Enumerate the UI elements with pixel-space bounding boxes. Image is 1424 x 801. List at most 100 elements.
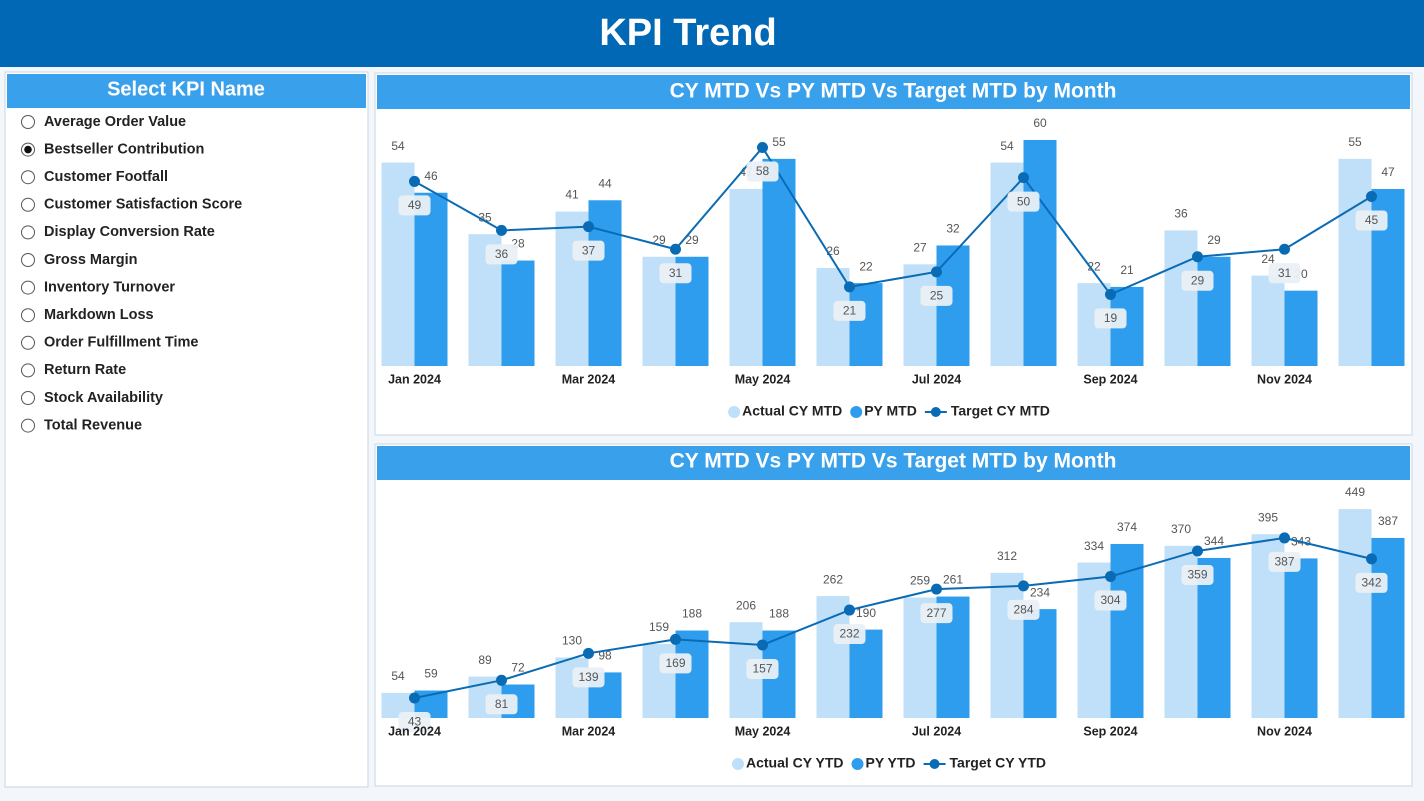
line-point [1366,191,1377,202]
slicer-item[interactable]: Return Rate [44,362,126,378]
slicer-item[interactable]: Order Fulfillment Time [44,335,198,351]
data-label: 169 [665,656,685,670]
data-label: 342 [1361,576,1381,590]
radio-button[interactable] [21,335,35,350]
label-box [833,300,866,321]
data-label: 21 [1120,263,1134,277]
data-label: 159 [649,620,669,634]
data-label: 36 [495,247,509,261]
data-label: 54 [391,139,405,153]
x-tick-label: May 2024 [735,724,791,738]
data-label: 58 [756,164,770,178]
radio-button[interactable] [21,170,35,185]
slicer-item[interactable]: Inventory Turnover [44,279,175,295]
line-point [844,281,855,293]
label-box [659,653,692,674]
data-label: 36 [1174,207,1188,221]
line [414,145,1373,296]
radio-button[interactable] [21,197,35,212]
label-box [1268,551,1301,572]
slicer-item[interactable]: Stock Availability [44,390,163,406]
data-label: 304 [1100,593,1120,607]
legend-marker [929,759,940,769]
radio-button[interactable] [21,391,35,405]
radio-button[interactable] [21,363,35,378]
line-point [1105,288,1116,300]
radio-button[interactable] [21,418,35,433]
line-point [496,674,507,686]
slicer-item[interactable]: Customer Footfall [44,169,168,185]
data-label: 59 [424,667,438,681]
line-point [1366,553,1377,565]
bar [990,572,1024,718]
data-label: 259 [910,574,930,588]
data-label: 157 [752,662,772,676]
line-point [496,224,507,236]
data-label: 374 [1117,520,1137,534]
slicer-title: Select KPI Name [107,78,265,100]
bar [1110,543,1144,718]
data-label: 81 [495,697,509,711]
slicer-item[interactable]: Bestseller Contribution [44,141,204,157]
x-tick-label: Jan 2024 [388,724,441,738]
line-point [1105,571,1116,583]
legend-label: PY YTD [865,755,915,771]
bar [849,283,883,366]
header-bar [0,0,1424,67]
slicer-item[interactable]: Display Conversion Rate [44,224,215,240]
bar [1371,537,1405,718]
label-box [485,244,518,265]
data-label: 60 [1033,116,1047,130]
label-box [485,694,518,715]
data-label: 387 [1378,514,1398,528]
radio-button[interactable] [21,225,35,240]
radio-button[interactable] [21,280,35,295]
data-label: 32 [946,222,960,236]
radio-button[interactable] [21,253,35,267]
data-label: 46 [424,169,438,183]
legend-label: Actual CY MTD [742,403,842,419]
line-point [757,142,768,154]
data-label: 29 [1191,273,1205,287]
bar [1023,140,1057,366]
data-label: 344 [1204,534,1224,548]
legend-label: Target CY YTD [950,755,1046,771]
line-point [931,266,942,278]
legend-label: PY MTD [864,403,917,419]
x-tick-label: Mar 2024 [562,372,616,386]
legend-label: Target CY MTD [951,403,1050,419]
x-tick-label: Mar 2024 [562,724,616,738]
line-point [1279,532,1290,544]
bar [1284,290,1318,366]
radio-button[interactable] [21,115,35,129]
label-box [920,603,953,624]
slicer-item[interactable]: Customer Satisfaction Score [44,197,242,213]
radio-button[interactable] [21,308,35,323]
slicer-item[interactable]: Average Order Value [44,114,186,130]
slicer-item[interactable]: Gross Margin [44,252,137,268]
data-label: 22 [859,259,873,273]
line-point [670,243,681,255]
x-tick-label: Nov 2024 [1257,724,1312,738]
bar [1251,275,1285,366]
label-box [1007,599,1040,620]
data-label: 72 [511,661,525,675]
slicer-item[interactable]: Markdown Loss [44,307,154,323]
label-box [398,195,431,216]
data-label: 395 [1258,510,1278,524]
bar [1077,562,1111,718]
line-point [670,633,681,645]
data-label: 54 [391,669,405,683]
slicer-item[interactable]: Total Revenue [44,417,142,433]
chart-title-bar [377,446,1410,480]
x-tick-label: Nov 2024 [1257,372,1312,386]
data-label: 41 [565,188,579,202]
data-label: 334 [1084,539,1104,553]
data-label: 44 [598,176,612,190]
data-label: 47 [1381,165,1395,179]
label-box [746,161,779,182]
legend-marker [728,406,741,418]
line-point [931,583,942,595]
slicer-panel [4,71,369,788]
